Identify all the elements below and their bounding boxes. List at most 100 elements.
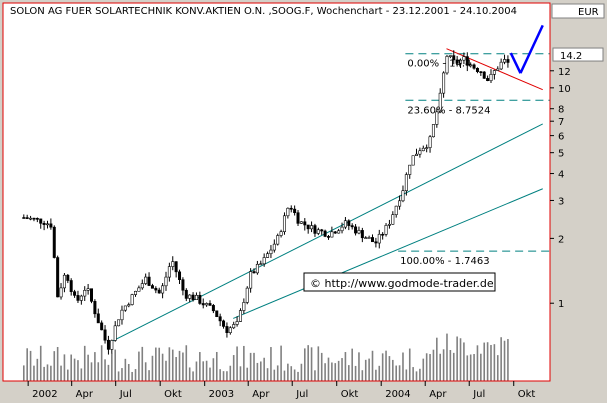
candle-body	[154, 288, 158, 291]
candle-body	[52, 226, 56, 258]
fib-label: 100.00% - 1.7463	[400, 256, 489, 267]
candle-body	[103, 329, 107, 341]
x-tick-label: 2004	[385, 389, 410, 400]
volume-bar	[439, 353, 442, 381]
volume-bar	[303, 348, 306, 381]
candle-body	[113, 325, 117, 341]
svg-text:14.2: 14.2	[560, 51, 582, 62]
candle-body	[167, 266, 171, 278]
candle-body	[293, 208, 297, 214]
candle-body	[262, 257, 266, 265]
trendline-blue-forecast-2	[519, 24, 544, 74]
volume-bar	[188, 367, 191, 381]
volume-bar	[127, 364, 130, 381]
volume-bar	[87, 354, 89, 381]
candle-body	[320, 229, 324, 232]
currency-box: EUR	[551, 3, 605, 19]
volume-bar	[131, 371, 133, 381]
candle-body	[83, 290, 87, 297]
volume-bar	[53, 351, 56, 381]
volume-bar	[432, 349, 435, 381]
volume-bar	[80, 368, 83, 381]
y-tick-label: 10	[558, 84, 571, 95]
volume-bar	[155, 347, 157, 381]
volume-bar	[83, 345, 86, 381]
volume-bar	[259, 361, 262, 381]
volume-bar	[158, 347, 161, 381]
candle-body	[110, 340, 114, 350]
volume-bar	[337, 360, 340, 381]
chart-title: SOLON AG FUER SOLARTECHNIK KONV.AKTIEN O…	[10, 6, 517, 17]
volume-bar	[63, 354, 66, 381]
x-tick-label: Jul	[119, 389, 132, 400]
volume-bar	[307, 345, 309, 381]
price-candles	[22, 50, 510, 355]
candle-body	[330, 231, 334, 238]
volume-bar	[73, 358, 76, 381]
volume-bar	[168, 347, 171, 381]
candle-body	[120, 309, 124, 321]
volume-bar	[507, 339, 509, 381]
volume-bar	[195, 361, 198, 381]
volume-bar	[43, 366, 45, 381]
trendline-blue-forecast-1	[509, 52, 522, 74]
volume-bar	[266, 368, 269, 381]
candle-body	[303, 221, 307, 226]
y-tick-label: 3	[558, 196, 564, 207]
candle-body	[32, 217, 36, 220]
candle-body	[228, 327, 232, 333]
candle-body	[459, 59, 463, 64]
volume-bar	[212, 358, 215, 381]
x-tick-label: Jul	[295, 389, 308, 400]
volume-bar	[280, 345, 282, 381]
volume-bar	[378, 365, 381, 381]
candle-body	[310, 225, 314, 230]
candle-body	[326, 236, 330, 238]
volume-bar	[26, 348, 28, 381]
candle-body	[147, 276, 151, 286]
volume-bar	[144, 362, 147, 381]
volume-bar	[253, 352, 255, 381]
candle-body	[194, 294, 198, 301]
candle-body	[381, 233, 385, 236]
y-tick-label: 8	[558, 105, 564, 116]
trendline-green-2	[233, 188, 543, 319]
volume-bar	[297, 371, 299, 381]
candle-body	[286, 207, 290, 217]
candle-body	[130, 294, 134, 305]
volume-bar	[361, 370, 364, 381]
candle-body	[188, 294, 192, 299]
volume-bar	[107, 364, 110, 381]
volume-bar	[97, 362, 100, 381]
candle-body	[465, 56, 469, 66]
volume-bar	[192, 371, 194, 381]
volume-bar	[290, 366, 293, 381]
x-tick-label: Okt	[341, 389, 359, 400]
y-tick-label: 4	[558, 170, 564, 181]
volume-bar	[205, 360, 208, 381]
volume-bar	[124, 358, 127, 381]
volume-bar	[449, 350, 452, 381]
candle-body	[144, 276, 148, 284]
volume-bar	[90, 362, 93, 381]
candle-body	[35, 218, 39, 220]
volume-bar	[392, 359, 394, 381]
candle-body	[435, 111, 439, 125]
volume-bar	[100, 345, 103, 381]
candle-body	[76, 295, 80, 301]
candle-body	[225, 326, 229, 333]
volume-bar	[67, 369, 69, 381]
fib-label: 23.60% - 8.7524	[407, 105, 490, 116]
candle-body	[289, 207, 293, 210]
candle-body	[492, 70, 496, 75]
candle-body	[208, 303, 212, 306]
volume-bar	[161, 353, 164, 381]
candle-body	[343, 220, 347, 228]
volume-bar	[314, 370, 316, 381]
volume-bar	[415, 371, 418, 381]
candle-body	[198, 294, 202, 304]
volume-bar	[239, 366, 242, 381]
volume-bar	[182, 352, 184, 381]
candle-body	[448, 55, 452, 57]
